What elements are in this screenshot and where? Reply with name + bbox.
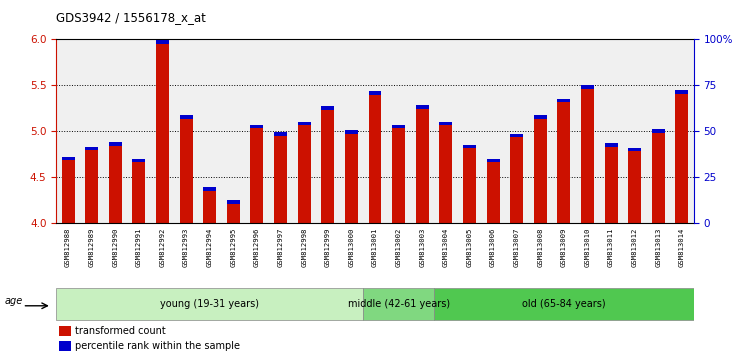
Text: GSM812989: GSM812989 bbox=[88, 228, 94, 267]
Text: transformed count: transformed count bbox=[75, 326, 166, 336]
Bar bbox=[133, 162, 146, 223]
Bar bbox=[676, 94, 688, 223]
Bar bbox=[59, 326, 71, 336]
Bar bbox=[463, 148, 476, 223]
Bar bbox=[62, 160, 74, 223]
Bar bbox=[628, 151, 641, 223]
Text: GSM812988: GSM812988 bbox=[65, 228, 71, 267]
FancyBboxPatch shape bbox=[434, 287, 694, 320]
Bar bbox=[440, 125, 452, 223]
Bar bbox=[203, 187, 216, 191]
Bar bbox=[321, 110, 334, 223]
Bar bbox=[416, 109, 429, 223]
Bar bbox=[251, 125, 263, 128]
Bar bbox=[109, 142, 122, 146]
Bar bbox=[392, 125, 405, 128]
FancyBboxPatch shape bbox=[363, 287, 434, 320]
Text: GSM813010: GSM813010 bbox=[584, 228, 590, 267]
Text: GSM812990: GSM812990 bbox=[112, 228, 118, 267]
Bar bbox=[179, 115, 193, 119]
Text: GSM812991: GSM812991 bbox=[136, 228, 142, 267]
Text: GSM812995: GSM812995 bbox=[230, 228, 236, 267]
Text: GSM813014: GSM813014 bbox=[679, 228, 685, 267]
Bar bbox=[652, 129, 664, 133]
Text: GSM813000: GSM813000 bbox=[349, 228, 355, 267]
Bar bbox=[59, 341, 71, 352]
Bar bbox=[109, 146, 122, 223]
Bar bbox=[226, 200, 240, 204]
Text: GSM813006: GSM813006 bbox=[490, 228, 496, 267]
Bar bbox=[534, 119, 547, 223]
Bar bbox=[557, 102, 571, 223]
Bar bbox=[534, 115, 547, 119]
Bar bbox=[368, 91, 382, 95]
Text: GSM813002: GSM813002 bbox=[395, 228, 401, 267]
Bar bbox=[440, 122, 452, 125]
Bar bbox=[676, 91, 688, 94]
Bar bbox=[510, 137, 524, 223]
Text: GSM813013: GSM813013 bbox=[656, 228, 662, 267]
Bar bbox=[487, 162, 500, 223]
Bar bbox=[62, 157, 74, 160]
Text: GSM813003: GSM813003 bbox=[419, 228, 425, 267]
FancyBboxPatch shape bbox=[56, 287, 363, 320]
Bar bbox=[392, 128, 405, 223]
Bar bbox=[156, 44, 169, 223]
Bar bbox=[345, 130, 358, 134]
Bar bbox=[652, 133, 664, 223]
Text: GSM812998: GSM812998 bbox=[302, 228, 307, 267]
Text: middle (42-61 years): middle (42-61 years) bbox=[347, 298, 450, 309]
Text: GSM813008: GSM813008 bbox=[537, 228, 543, 267]
Text: GSM813009: GSM813009 bbox=[561, 228, 567, 267]
Bar bbox=[133, 159, 146, 162]
Bar bbox=[463, 145, 476, 148]
Bar bbox=[226, 204, 240, 223]
Bar bbox=[368, 95, 382, 223]
Bar bbox=[179, 119, 193, 223]
Bar bbox=[557, 99, 571, 102]
Bar bbox=[251, 128, 263, 223]
Text: young (19-31 years): young (19-31 years) bbox=[160, 298, 260, 309]
Bar bbox=[274, 136, 287, 223]
Bar bbox=[604, 147, 617, 223]
Text: GDS3942 / 1556178_x_at: GDS3942 / 1556178_x_at bbox=[56, 11, 206, 24]
Text: GSM813011: GSM813011 bbox=[608, 228, 614, 267]
Bar bbox=[628, 148, 641, 151]
Bar bbox=[203, 191, 216, 223]
Bar bbox=[274, 132, 287, 136]
Bar bbox=[298, 122, 310, 125]
Text: GSM812996: GSM812996 bbox=[254, 228, 260, 267]
Text: GSM812994: GSM812994 bbox=[207, 228, 213, 267]
Bar bbox=[86, 150, 98, 223]
Text: GSM813004: GSM813004 bbox=[442, 228, 448, 267]
Text: GSM813001: GSM813001 bbox=[372, 228, 378, 267]
Bar bbox=[581, 85, 594, 88]
Bar bbox=[86, 147, 98, 150]
Text: percentile rank within the sample: percentile rank within the sample bbox=[75, 341, 240, 352]
Bar bbox=[604, 143, 617, 147]
Text: GSM813007: GSM813007 bbox=[514, 228, 520, 267]
Text: GSM813005: GSM813005 bbox=[466, 228, 472, 267]
Bar bbox=[345, 134, 358, 223]
Text: GSM812992: GSM812992 bbox=[160, 228, 166, 267]
Bar bbox=[510, 134, 524, 137]
Text: GSM812997: GSM812997 bbox=[278, 228, 284, 267]
Bar bbox=[298, 125, 310, 223]
Text: age: age bbox=[4, 296, 22, 306]
Bar bbox=[416, 105, 429, 109]
Text: GSM813012: GSM813012 bbox=[632, 228, 638, 267]
Bar bbox=[487, 159, 500, 162]
Bar bbox=[156, 40, 169, 44]
Text: old (65-84 years): old (65-84 years) bbox=[522, 298, 606, 309]
Text: GSM812999: GSM812999 bbox=[325, 228, 331, 267]
Bar bbox=[321, 106, 334, 110]
Text: GSM812993: GSM812993 bbox=[183, 228, 189, 267]
Bar bbox=[581, 88, 594, 223]
